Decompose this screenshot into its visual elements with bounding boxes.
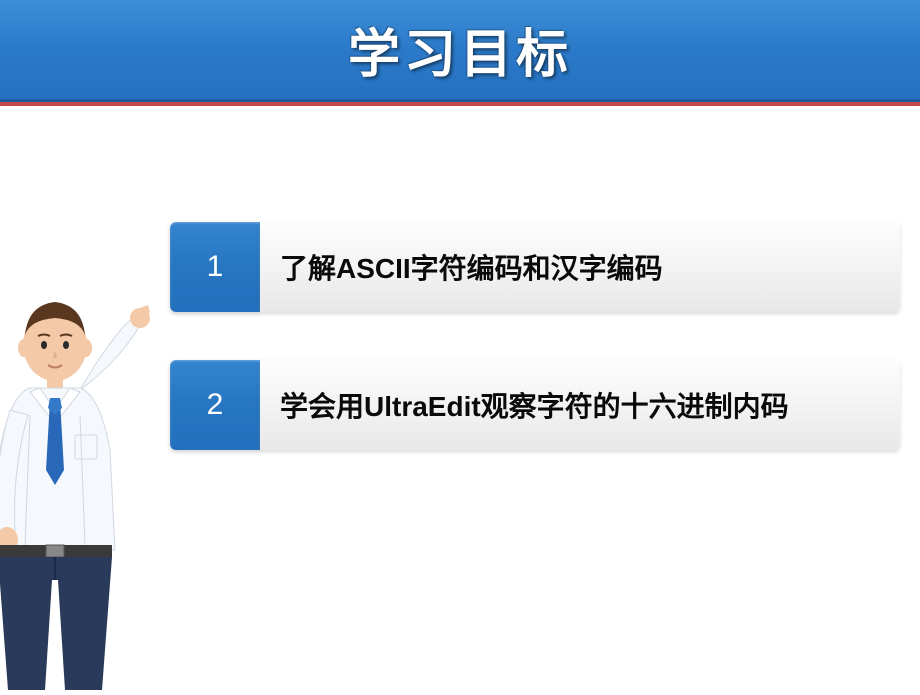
slide-header: 学习目标 bbox=[0, 0, 920, 102]
item-text-1: 了解ASCII字符编码和汉字编码 bbox=[260, 222, 900, 312]
item-text-2: 学会用UltraEdit观察字符的十六进制内码 bbox=[260, 360, 900, 450]
objective-item: 2 学会用UltraEdit观察字符的十六进制内码 bbox=[170, 360, 900, 450]
item-number-2: 2 bbox=[170, 360, 260, 450]
character-illustration bbox=[0, 270, 160, 690]
objective-item: 1 了解ASCII字符编码和汉字编码 bbox=[170, 222, 900, 312]
slide-title: 学习目标 bbox=[348, 12, 572, 87]
item-number-1: 1 bbox=[170, 222, 260, 312]
